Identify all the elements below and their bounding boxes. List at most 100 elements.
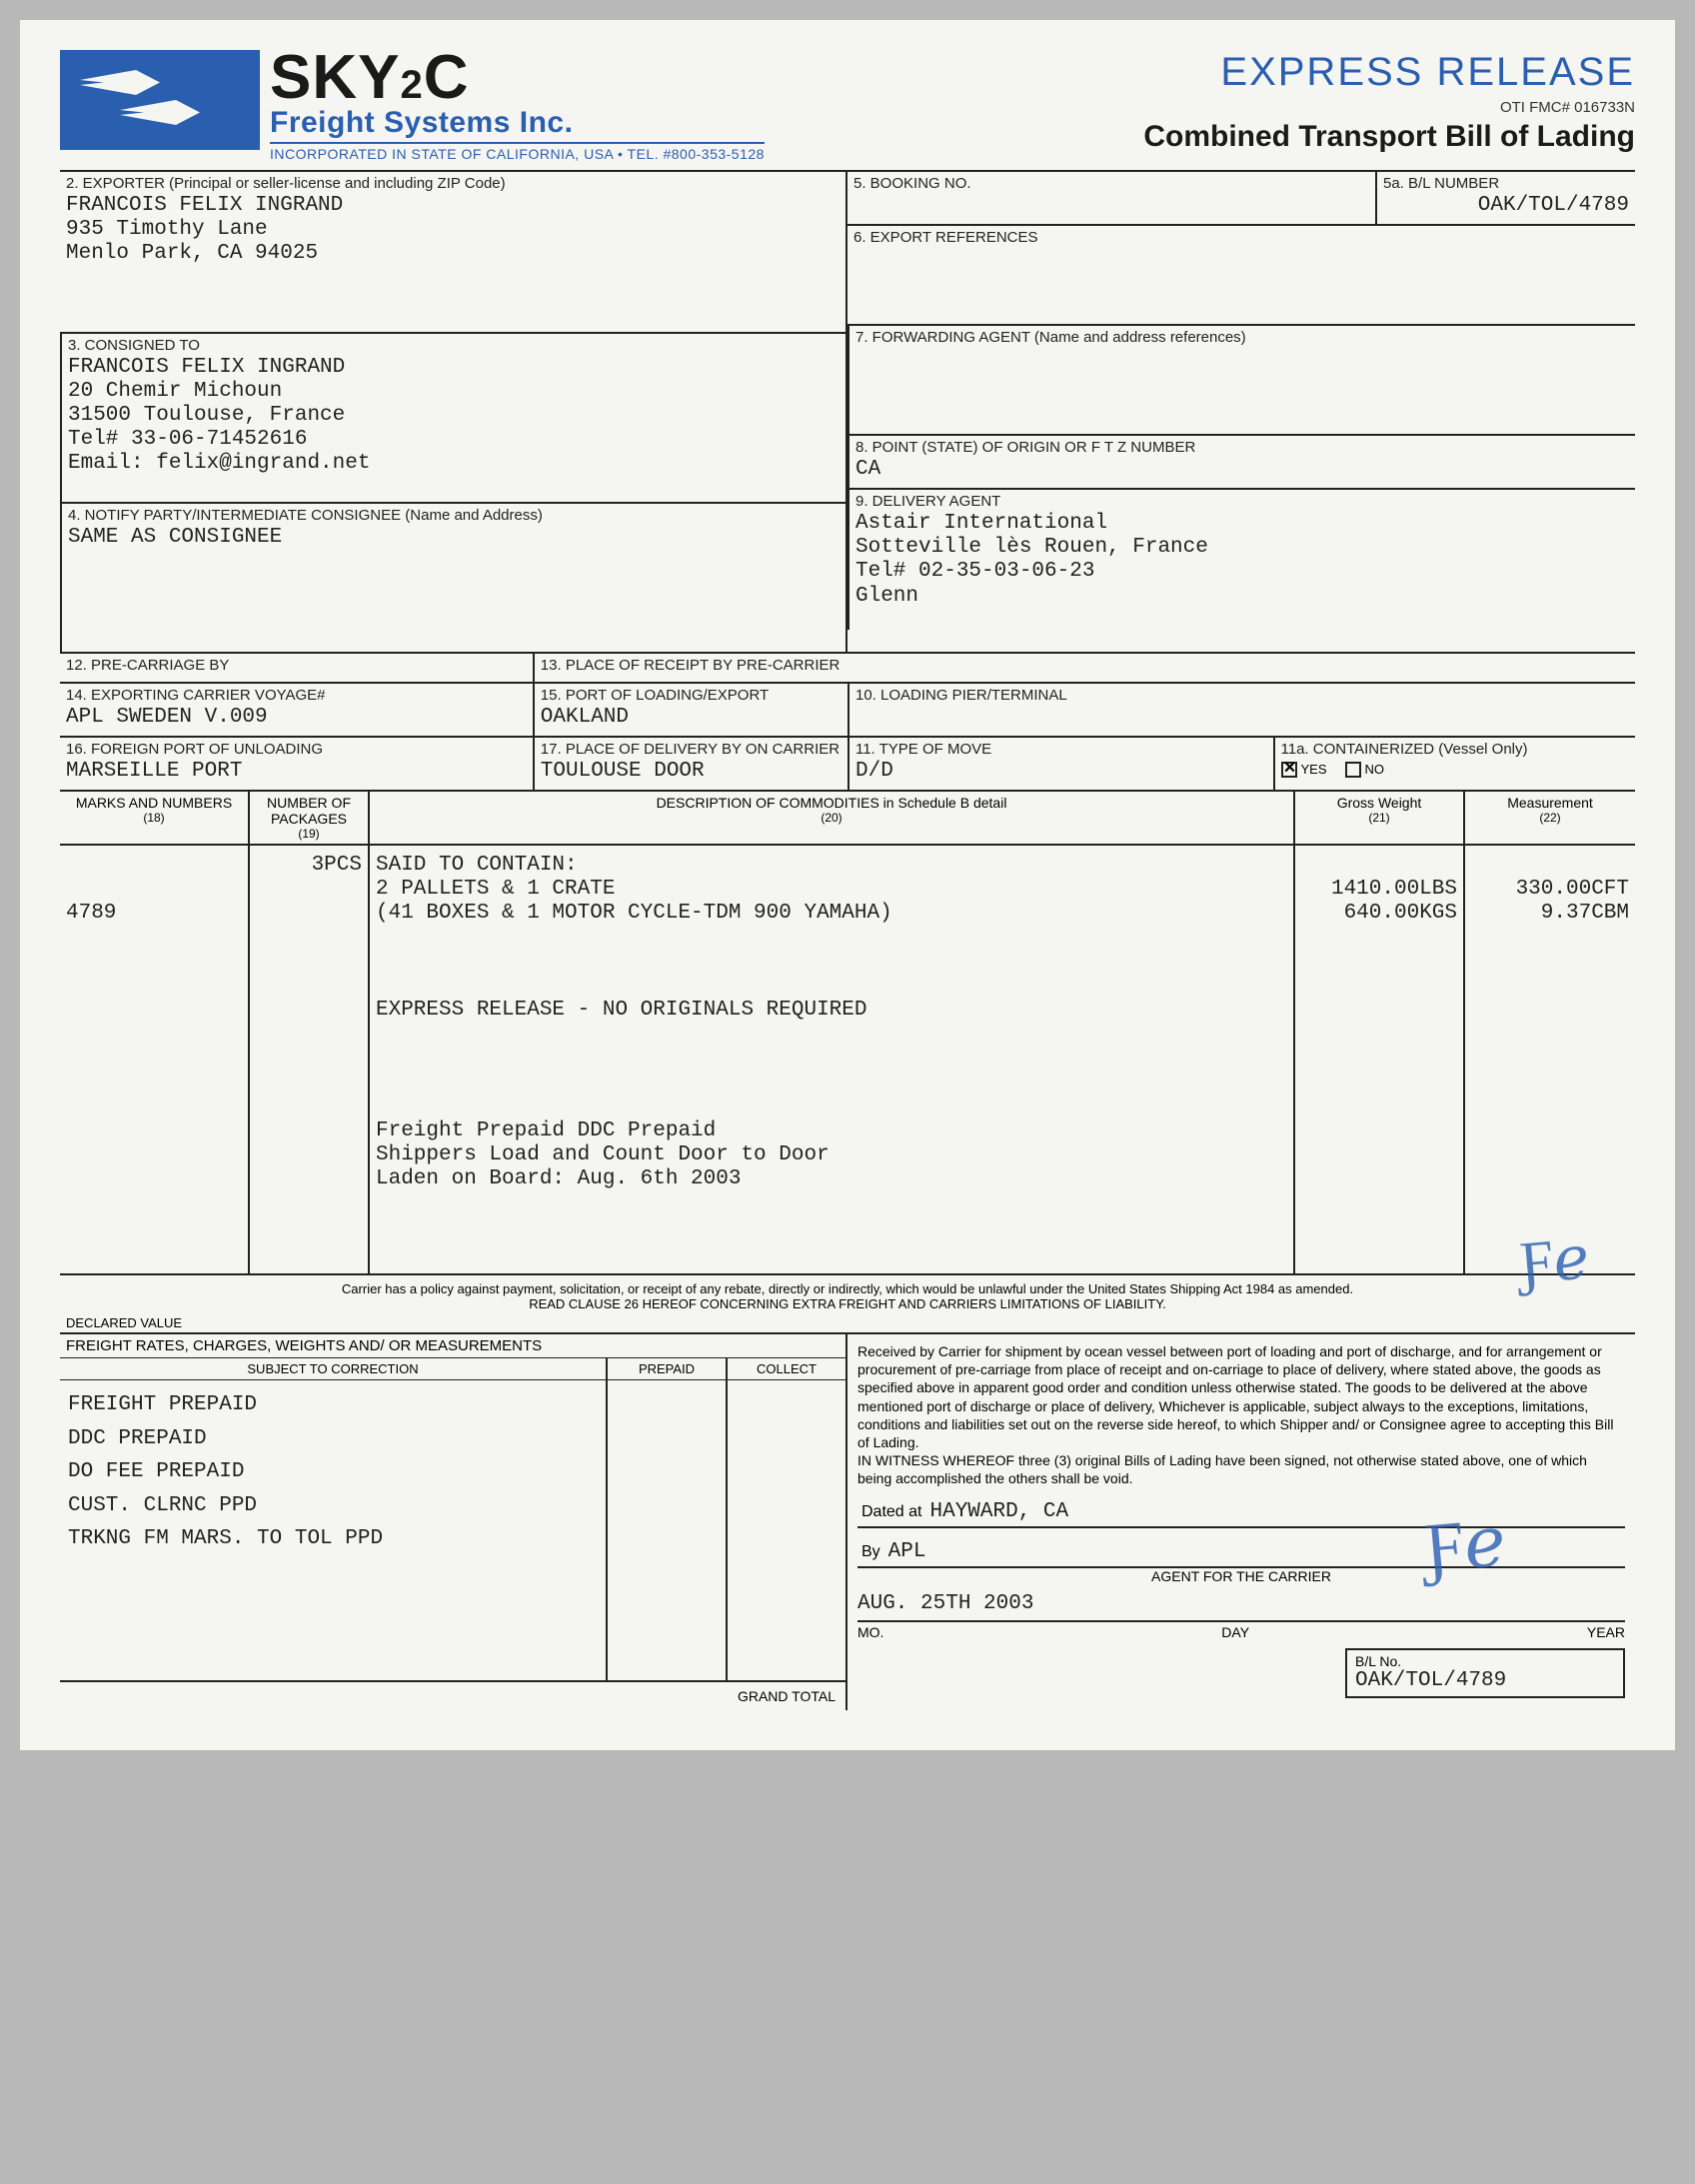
label-place-receipt: 13. PLACE OF RECEIPT BY PRE-CARRIER [541, 657, 842, 674]
company-name: SKY2C [270, 50, 765, 106]
field-precarriage: 12. PRE-CARRIAGE BY [60, 654, 533, 682]
fineprint-l2: READ CLAUSE 26 HEREOF CONCERNING EXTRA F… [60, 1296, 1635, 1311]
oti-number: OTI FMC# 016733N [1143, 99, 1635, 116]
day-label: DAY [1221, 1624, 1249, 1640]
fineprint: Carrier has a policy against payment, so… [60, 1281, 1635, 1311]
form-grid-top: 2. EXPORTER (Principal or seller-license… [60, 170, 1635, 1275]
label-containerized: 11a. CONTAINERIZED (Vessel Only) [1281, 741, 1629, 758]
label-booking: 5. BOOKING NO. [853, 175, 1369, 192]
value-delivery-agent: Astair International Sotteville lès Roue… [855, 512, 1629, 609]
label-bl-number: 5a. B/L NUMBER [1383, 175, 1629, 192]
rates-desc-col: SUBJECT TO CORRECTION FREIGHT PREPAID DD… [60, 1358, 606, 1680]
value-packages: 3PCS [250, 846, 370, 1273]
field-foreign-port: 16. FOREIGN PORT OF UNLOADING MARSEILLE … [60, 738, 533, 790]
label-forwarding-agent: 7. FORWARDING AGENT (Name and address re… [855, 329, 1629, 346]
checkbox-yes[interactable] [1281, 762, 1297, 778]
value-measurement: 330.00CFT 9.37CBM [1465, 846, 1635, 1273]
containerized-no: NO [1345, 761, 1385, 779]
document-title: Combined Transport Bill of Lading [1143, 120, 1635, 154]
field-containerized: 11a. CONTAINERIZED (Vessel Only) YES NO [1273, 738, 1635, 790]
label-precarriage: 12. PRE-CARRIAGE BY [66, 657, 527, 674]
value-exporter: FRANCOIS FELIX INGRAND 935 Timothy Lane … [66, 194, 840, 266]
mo-label: MO. [857, 1624, 883, 1640]
bl-number-box: B/L No. OAK/TOL/4789 [1345, 1648, 1625, 1698]
declared-value-label: DECLARED VALUE [60, 1313, 1635, 1332]
dated-label: Dated at [861, 1503, 921, 1521]
bottom-section: FREIGHT RATES, CHARGES, WEIGHTS AND/ OR … [60, 1332, 1635, 1710]
rates-lines: FREIGHT PREPAID DDC PREPAID DO FEE PREPA… [60, 1380, 606, 1680]
bl-box-value: OAK/TOL/4789 [1355, 1669, 1615, 1693]
field-type-move: 11. TYPE OF MOVE D/D [848, 738, 1273, 790]
commodities-header: MARKS AND NUMBERS (18) NUMBER OF PACKAGE… [60, 792, 1635, 846]
collect-header: COLLECT [728, 1358, 846, 1380]
date-parts: MO. DAY YEAR [857, 1620, 1625, 1640]
rates-title: FREIGHT RATES, CHARGES, WEIGHTS AND/ OR … [60, 1334, 846, 1358]
fineprint-l1: Carrier has a policy against payment, so… [60, 1281, 1635, 1296]
value-marks: 4789 [60, 846, 250, 1273]
field-bl-number: 5a. B/L NUMBER OAK/TOL/4789 [1375, 172, 1635, 224]
label-exporting-carrier: 14. EXPORTING CARRIER VOYAGE# [66, 687, 527, 704]
date-value: AUG. 25TH 2003 [857, 1592, 1625, 1616]
header-right: EXPRESS RELEASE OTI FMC# 016733N Combine… [1143, 50, 1635, 154]
field-notify: 4. NOTIFY PARTY/INTERMEDIATE CONSIGNEE (… [60, 502, 846, 652]
value-place-delivery: TOULOUSE DOOR [541, 760, 842, 784]
value-foreign-port: MARSEILLE PORT [66, 760, 527, 784]
logo-block: SKY2C Freight Systems Inc. INCORPORATED … [60, 50, 765, 162]
company-incorp: INCORPORATED IN STATE OF CALIFORNIA, USA… [270, 142, 765, 162]
company-name-sub: 2 [400, 63, 423, 107]
field-port-loading: 15. PORT OF LOADING/EXPORT OAKLAND [533, 684, 848, 736]
label-loading-pier: 10. LOADING PIER/TERMINAL [855, 687, 1629, 704]
field-loading-pier: 10. LOADING PIER/TERMINAL [848, 684, 1635, 736]
label-foreign-port: 16. FOREIGN PORT OF UNLOADING [66, 741, 527, 758]
label-type-move: 11. TYPE OF MOVE [855, 741, 1267, 758]
label-notify: 4. NOTIFY PARTY/INTERMEDIATE CONSIGNEE (… [68, 507, 840, 524]
field-place-receipt: 13. PLACE OF RECEIPT BY PRE-CARRIER [533, 654, 848, 682]
label-delivery-agent: 9. DELIVERY AGENT [855, 493, 1629, 510]
plane-logo-icon [60, 50, 260, 150]
dated-value: HAYWARD, CA [929, 1500, 1068, 1524]
rates-prepaid-col: PREPAID [606, 1358, 726, 1680]
checkbox-no[interactable] [1345, 762, 1361, 778]
bl-box-label: B/L No. [1355, 1653, 1615, 1669]
field-consignee: 3. CONSIGNED TO FRANCOIS FELIX INGRAND 2… [60, 332, 846, 502]
left-column: 2. EXPORTER (Principal or seller-license… [60, 172, 848, 652]
received-section: Received by Carrier for shipment by ocea… [848, 1334, 1635, 1710]
year-label: YEAR [1587, 1624, 1625, 1640]
company-name-part2: C [424, 43, 470, 112]
value-consignee: FRANCOIS FELIX INGRAND 20 Chemir Michoun… [68, 356, 840, 477]
received-text: Received by Carrier for shipment by ocea… [857, 1342, 1625, 1488]
value-bl-number: OAK/TOL/4789 [1383, 194, 1629, 218]
col-marks: MARKS AND NUMBERS (18) [60, 792, 250, 844]
value-notify: SAME AS CONSIGNEE [68, 526, 840, 550]
containerized-yes: YES [1281, 761, 1327, 779]
commodities-body: 4789 3PCS SAID TO CONTAIN: 2 PALLETS & 1… [60, 846, 1635, 1275]
field-origin: 8. POINT (STATE) OF ORIGIN OR F T Z NUMB… [848, 436, 1635, 490]
col-weight: Gross Weight (21) [1295, 792, 1465, 844]
right-column: 5. BOOKING NO. 5a. B/L NUMBER OAK/TOL/47… [848, 172, 1635, 652]
field-export-ref: 6. EXPORT REFERENCES [848, 226, 1635, 326]
label-place-delivery: 17. PLACE OF DELIVERY BY ON CARRIER [541, 741, 842, 758]
label-consignee: 3. CONSIGNED TO [68, 337, 840, 354]
rates-collect-col: COLLECT [726, 1358, 846, 1680]
col-description: DESCRIPTION OF COMMODITIES in Schedule B… [370, 792, 1295, 844]
header: SKY2C Freight Systems Inc. INCORPORATED … [60, 50, 1635, 162]
field-forwarding-agent: 7. FORWARDING AGENT (Name and address re… [848, 326, 1635, 436]
grand-total: GRAND TOTAL [60, 1680, 846, 1710]
rates-section: FREIGHT RATES, CHARGES, WEIGHTS AND/ OR … [60, 1334, 848, 1710]
col-packages: NUMBER OF PACKAGES (19) [250, 792, 370, 844]
label-origin: 8. POINT (STATE) OF ORIGIN OR F T Z NUMB… [855, 439, 1629, 456]
value-port-loading: OAKLAND [541, 706, 842, 730]
rates-grid: SUBJECT TO CORRECTION FREIGHT PREPAID DD… [60, 1358, 846, 1680]
bill-of-lading-page: SKY2C Freight Systems Inc. INCORPORATED … [20, 20, 1675, 1750]
express-release-label: EXPRESS RELEASE [1143, 50, 1635, 95]
value-type-move: D/D [855, 760, 1267, 784]
field-booking: 5. BOOKING NO. [848, 172, 1375, 224]
company-tagline: Freight Systems Inc. [270, 106, 765, 140]
agent-label: AGENT FOR THE CARRIER [857, 1568, 1625, 1584]
rates-subject: SUBJECT TO CORRECTION [60, 1358, 606, 1380]
company-name-part1: SKY [270, 43, 400, 112]
logo-text: SKY2C Freight Systems Inc. INCORPORATED … [270, 50, 765, 162]
by-label: By [861, 1543, 880, 1561]
field-delivery-agent: 9. DELIVERY AGENT Astair International S… [848, 490, 1635, 630]
prepaid-header: PREPAID [608, 1358, 726, 1380]
